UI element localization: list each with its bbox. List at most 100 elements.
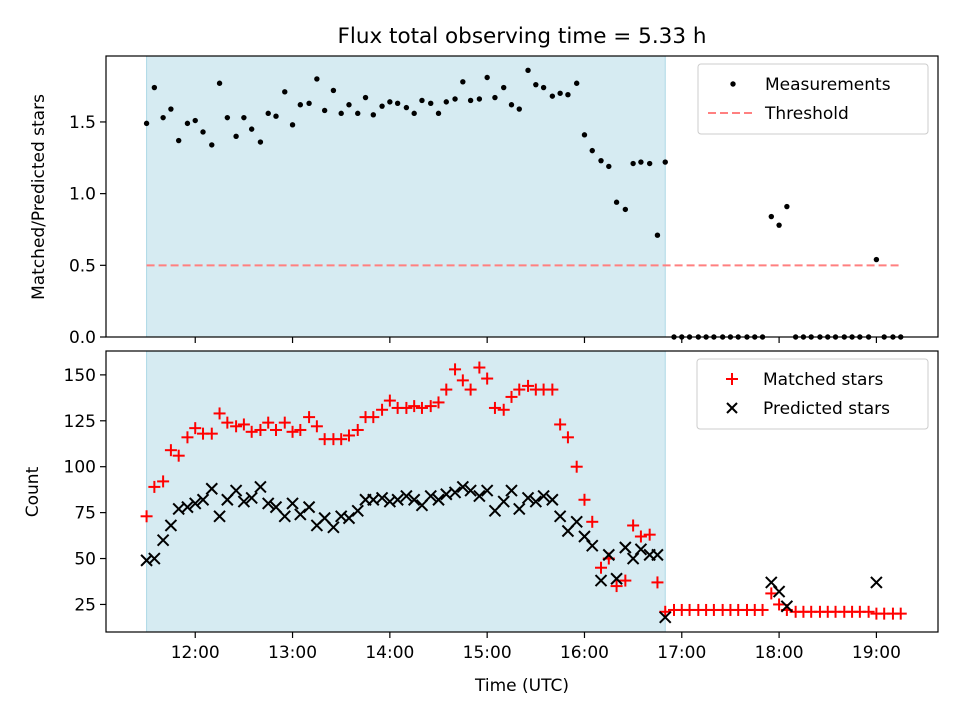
matched-point (497, 403, 510, 416)
matched-point (756, 603, 769, 616)
predicted-point (651, 548, 664, 562)
bottom-legend: Matched stars Predicted stars (696, 358, 929, 430)
matched-point (862, 605, 875, 618)
matched-point (570, 460, 583, 473)
measurement-point (638, 159, 644, 165)
matched-point (270, 423, 283, 436)
measurement-point (403, 104, 410, 111)
predicted-point (513, 502, 526, 516)
measurement-point (467, 97, 474, 104)
measurement-point (241, 114, 247, 121)
bottom-x-tick-label: 18:00 (755, 643, 804, 663)
legend-predicted-label: Predicted stars (763, 399, 890, 419)
predicted-point (391, 493, 404, 506)
bottom-y-tick-label: 25 (74, 595, 96, 615)
matched-point (376, 403, 389, 416)
predicted-point (602, 548, 616, 562)
predicted-point (262, 497, 275, 510)
predicted-point (870, 576, 883, 589)
matched-point (303, 411, 316, 424)
predicted-point (407, 493, 421, 506)
predicted-point (156, 533, 170, 547)
measurement-point (282, 89, 288, 95)
bottom-x-tick-label: 14:00 (365, 643, 414, 663)
matched-point (432, 396, 445, 409)
measurement-point (330, 87, 337, 94)
matched-point (213, 407, 226, 420)
matched-point (595, 561, 608, 574)
predicted-point (424, 489, 437, 503)
measurement-point (209, 142, 215, 148)
measurement-point (484, 74, 490, 81)
matched-point (286, 425, 299, 438)
matched-point (342, 429, 355, 442)
predicted-point (497, 495, 510, 508)
measurement-point (314, 76, 320, 82)
predicted-point (586, 539, 599, 552)
measurement-point (630, 160, 636, 167)
x-axis-label: Time (UTC) (474, 676, 569, 696)
measurement-point (581, 132, 588, 138)
top-legend: Measurements Threshold (697, 63, 929, 135)
measurement-point (476, 96, 483, 102)
top-legend-frame (697, 63, 929, 135)
matched-point (221, 416, 234, 429)
measurement-point (370, 112, 377, 118)
observing-span-band-bottom (146, 350, 666, 633)
legend-threshold-label: Threshold (764, 104, 849, 124)
bottom-y-axis: 25 50 75 100 125 150 (64, 366, 106, 615)
matched-point (561, 431, 574, 444)
matched-point (578, 493, 591, 506)
measurement-point (573, 80, 580, 86)
predicted-point (521, 491, 535, 505)
observing-span-band-top (146, 55, 666, 338)
predicted-point (229, 484, 243, 497)
matched-point (335, 433, 348, 446)
matched-point (449, 363, 462, 376)
top-panel: 0.0 0.5 1.0 1.5 Matched/Predicted stars Mea… (29, 55, 939, 348)
bottom-y-tick-label: 75 (74, 504, 96, 524)
measurement-point (387, 99, 393, 105)
predicted-point (594, 574, 608, 587)
measurement-point (233, 133, 239, 139)
matched-point (415, 401, 428, 414)
measurement-point (549, 93, 556, 99)
top-y-axis: 0.0 0.5 1.0 1.5 (69, 113, 106, 348)
predicted-point (619, 541, 632, 554)
predicted-point (205, 482, 218, 495)
predicted-point (553, 510, 567, 523)
bottom-x-tick-label: 12:00 (171, 643, 220, 663)
matched-point (488, 401, 501, 414)
predicted-point (634, 543, 648, 556)
measurement-point (257, 139, 264, 145)
predicted-point (480, 484, 494, 497)
measurement-point (646, 160, 653, 167)
bottom-legend-frame (696, 358, 929, 430)
measurement-point (175, 137, 182, 144)
bottom-x-tick-label: 15:00 (463, 643, 512, 663)
measurement-point (428, 100, 434, 107)
predicted-point (780, 600, 794, 613)
bottom-x-tick-label: 16:00 (560, 643, 609, 663)
matched-point (765, 587, 778, 600)
measurement-point (784, 203, 790, 210)
legend-measurements-marker (730, 81, 736, 87)
measurement-point (338, 110, 344, 117)
predicted-point (148, 552, 161, 565)
measurement-point (557, 90, 563, 96)
chart-title: Flux total observing time = 5.33 h (338, 24, 707, 49)
measurement-point (216, 80, 223, 86)
matched-point (546, 383, 559, 396)
predicted-point (278, 510, 291, 523)
matched-point (627, 519, 640, 532)
matched-point (351, 423, 364, 436)
measurement-point (492, 94, 498, 101)
matched-point (181, 431, 194, 444)
matched-point (610, 580, 623, 593)
matched-point (294, 423, 307, 436)
measurement-point (265, 110, 271, 117)
top-y-axis-label: Matched/Predicted stars (29, 94, 49, 300)
bottom-y-tick-label: 100 (64, 458, 96, 478)
measurement-point (508, 102, 515, 108)
measurement-point (654, 232, 661, 238)
